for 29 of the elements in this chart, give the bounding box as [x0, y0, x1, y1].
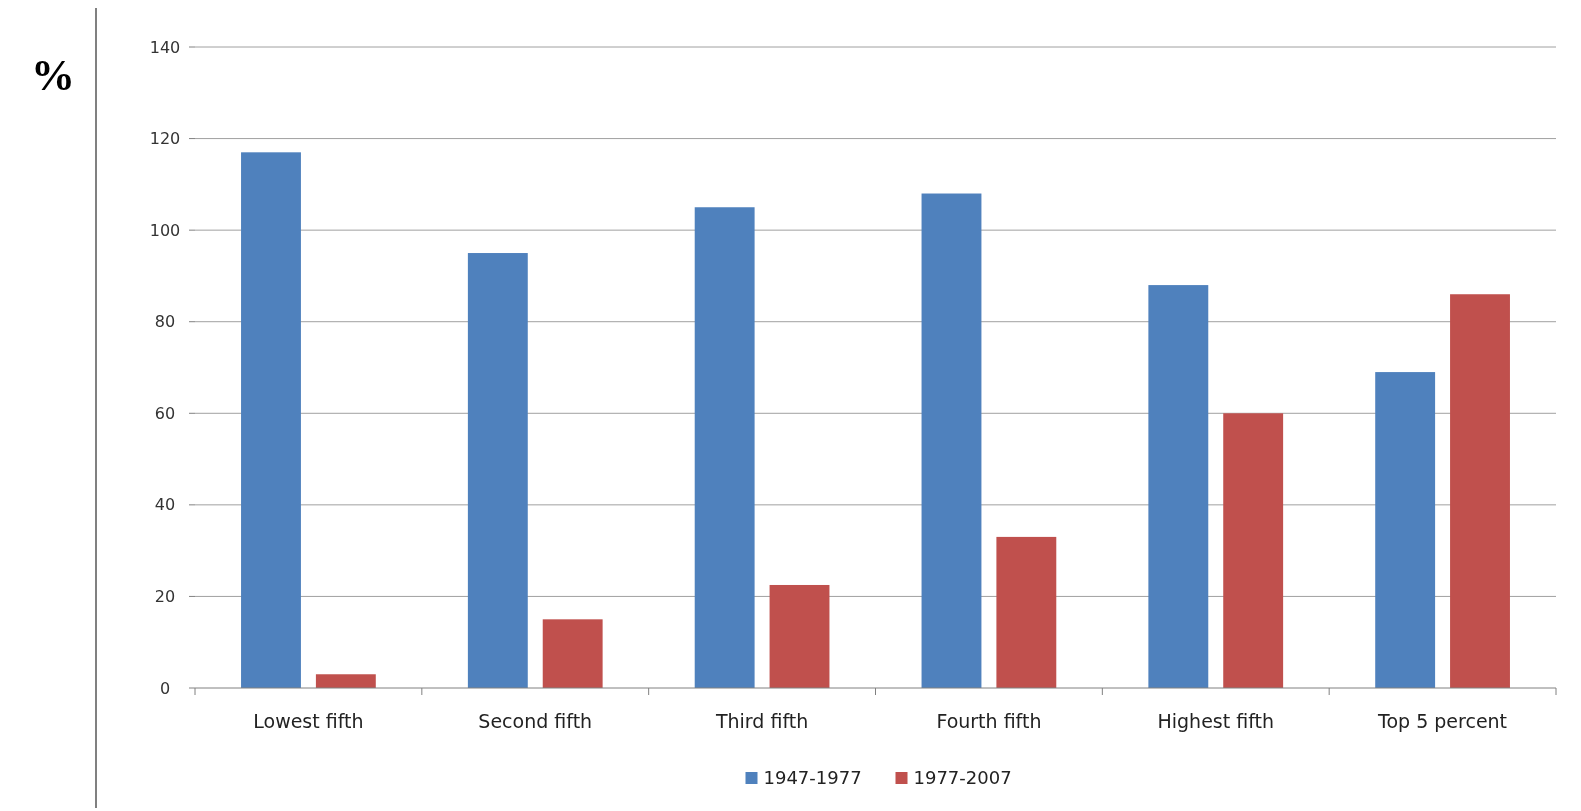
y-tick-label: 100	[149, 220, 181, 240]
bar	[694, 207, 755, 688]
bar	[241, 152, 301, 688]
x-tick-label: Lowest fifth	[253, 710, 364, 732]
y-tick-label: 40	[154, 495, 176, 515]
bar	[996, 536, 1057, 688]
x-tick-label: Third fifth	[714, 710, 809, 732]
y-tick-label: 20	[154, 587, 176, 607]
bar	[315, 674, 376, 688]
x-tick-label: Highest fifth	[1157, 710, 1275, 732]
legend-label: 1947-1977	[763, 767, 862, 789]
bar	[921, 193, 982, 688]
y-tick-label: 80	[154, 312, 176, 332]
bar	[1148, 285, 1209, 688]
bar	[1375, 372, 1436, 688]
x-tick-label: Fourth fifth	[936, 710, 1042, 732]
bar	[1450, 294, 1510, 688]
y-tick-label: 140	[149, 37, 181, 57]
y-tick-label: 120	[149, 129, 181, 149]
x-tick-label: Second fifth	[478, 710, 593, 732]
bar	[1223, 413, 1284, 688]
bar	[467, 253, 528, 688]
y-tick-label: 60	[154, 403, 176, 423]
x-tick-label: Top 5 percent	[1377, 710, 1508, 732]
legend-label: 1977-2007	[913, 767, 1012, 789]
bar	[769, 584, 830, 688]
bar	[542, 619, 603, 688]
y-axis-title: %	[31, 51, 75, 100]
y-tick-label: 0	[159, 678, 171, 698]
